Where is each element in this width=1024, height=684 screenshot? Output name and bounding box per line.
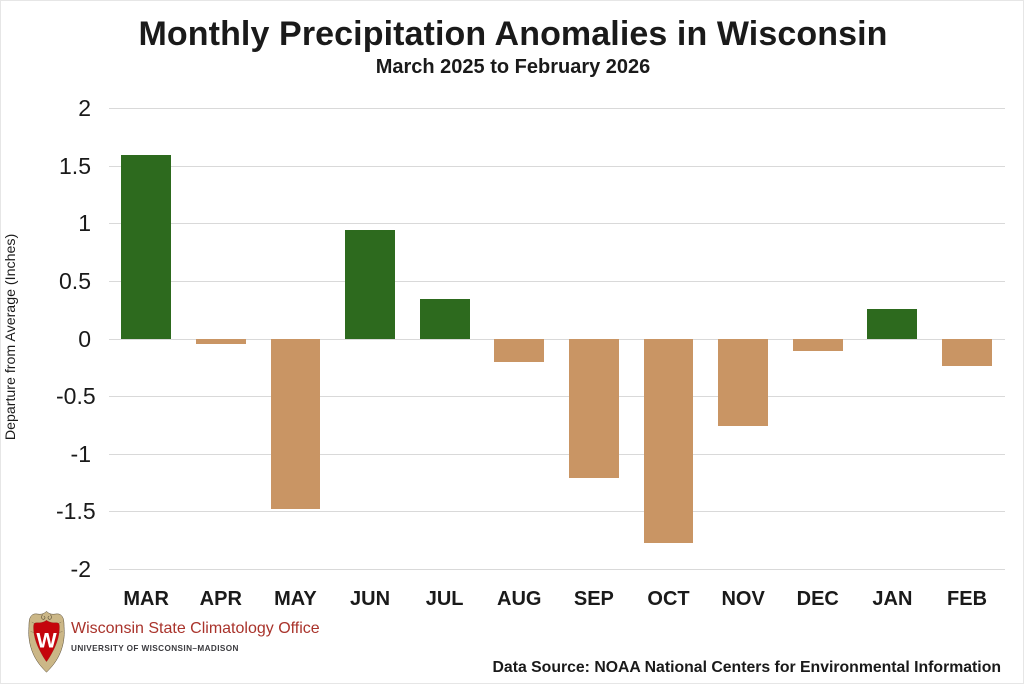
svg-text:W: W [36, 628, 57, 653]
